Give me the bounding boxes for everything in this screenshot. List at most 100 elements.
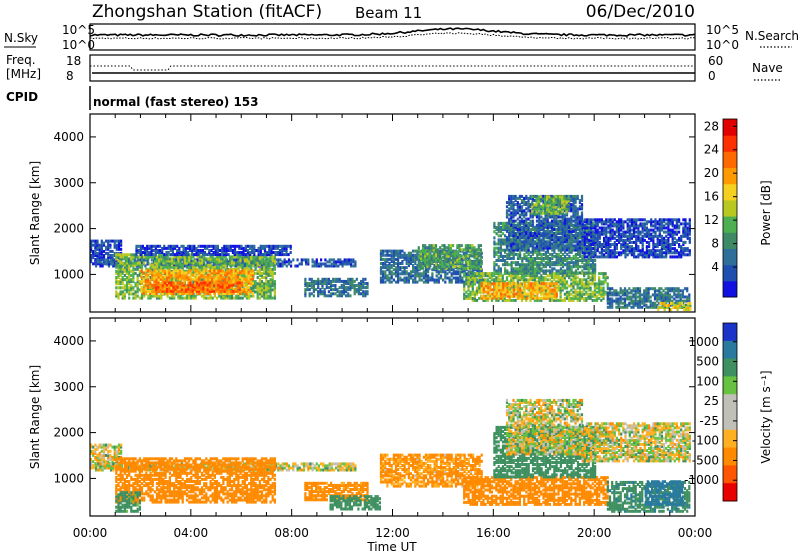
- power-cell: [111, 240, 113, 243]
- power-cell: [135, 262, 137, 265]
- power-cell: [218, 269, 220, 272]
- power-cell: [391, 270, 393, 273]
- power-cell: [153, 269, 155, 272]
- power-cell: [530, 251, 532, 254]
- power-cell: [147, 290, 149, 293]
- power-cell: [272, 297, 274, 300]
- power-cell: [237, 290, 239, 293]
- power-cell: [404, 266, 406, 269]
- power-cell: [556, 228, 558, 231]
- power-cell: [541, 293, 543, 296]
- power-cell: [153, 253, 155, 256]
- power-cell: [482, 278, 484, 281]
- sky-left-tick-bottom: 10^0: [62, 38, 95, 52]
- power-cell: [318, 263, 320, 266]
- power-cell: [237, 276, 239, 279]
- power-cell: [412, 279, 414, 282]
- power-cell: [570, 282, 572, 285]
- power-cell: [198, 245, 200, 248]
- power-cell: [168, 282, 170, 285]
- power-cell: [541, 253, 543, 256]
- power-cell: [196, 269, 198, 272]
- power-cell: [304, 288, 306, 291]
- power-cell: [521, 257, 523, 260]
- power-cell: [549, 282, 551, 285]
- power-cell: [176, 245, 178, 248]
- power-cell: [354, 260, 356, 263]
- power-cell: [245, 278, 247, 281]
- power-cell: [170, 253, 172, 256]
- power-cell: [107, 252, 109, 255]
- power-cell: [147, 286, 149, 289]
- power-cell: [498, 255, 500, 258]
- power-cell: [461, 255, 463, 258]
- power-cell: [414, 254, 416, 257]
- power-cell: [213, 269, 215, 272]
- power-cell: [384, 250, 386, 253]
- power-cell: [335, 260, 337, 263]
- power-cell: [528, 293, 530, 296]
- power-cell: [389, 277, 391, 280]
- power-cell: [362, 290, 364, 293]
- power-cell: [237, 269, 239, 272]
- power-cell: [237, 266, 239, 269]
- power-cell: [554, 282, 556, 285]
- power-cell: [532, 282, 534, 285]
- power-cell: [243, 288, 245, 291]
- power-cell: [404, 252, 406, 255]
- power-cell: [321, 278, 323, 281]
- power-cell: [542, 276, 544, 279]
- power-cell: [509, 284, 511, 287]
- power-cell: [233, 297, 235, 300]
- power-cell: [441, 257, 443, 260]
- power-cell: [449, 277, 451, 280]
- power-cell: [336, 278, 338, 281]
- power-cell: [480, 272, 482, 275]
- power-cell: [267, 257, 269, 260]
- power-cell: [513, 267, 515, 270]
- power-cell: [458, 265, 460, 268]
- power-cell: [521, 288, 523, 291]
- power-cell: [124, 262, 126, 265]
- power-cell: [135, 272, 137, 275]
- power-cell: [322, 263, 324, 266]
- power-cell: [577, 291, 579, 294]
- power-cell: [210, 264, 212, 267]
- power-cell: [553, 255, 555, 258]
- power-cell: [101, 240, 103, 243]
- power-cell: [500, 267, 502, 270]
- power-cell: [590, 293, 592, 296]
- power-cell: [168, 269, 170, 272]
- power-cell: [566, 280, 568, 283]
- power-cell: [337, 258, 339, 261]
- power-cell: [602, 280, 604, 283]
- power-cell: [253, 245, 255, 248]
- power-cell: [454, 250, 456, 253]
- power-cell: [141, 264, 143, 267]
- power-cell: [585, 278, 587, 281]
- power-cell: [130, 253, 132, 256]
- power-cell: [539, 284, 541, 287]
- power-cell: [177, 286, 179, 289]
- power-cell: [500, 222, 502, 225]
- power-cell: [524, 282, 526, 285]
- power-cell: [314, 260, 316, 263]
- power-cell: [457, 277, 459, 280]
- power-cell: [504, 222, 506, 225]
- power-cell: [384, 254, 386, 257]
- power-cell: [299, 263, 301, 266]
- power-cell: [528, 257, 530, 260]
- power-cell: [303, 258, 305, 261]
- power-cell: [274, 280, 276, 283]
- power-cell: [194, 269, 196, 272]
- power-cell: [332, 292, 334, 295]
- power-cell: [389, 262, 391, 265]
- power-cell: [227, 262, 229, 265]
- power-cell: [504, 255, 506, 258]
- power-cell: [143, 288, 145, 291]
- power-cell: [288, 245, 290, 248]
- freq-label-1: Freq.: [6, 53, 36, 67]
- power-cell: [231, 255, 233, 258]
- power-cell: [594, 274, 596, 277]
- power-cell: [476, 299, 478, 302]
